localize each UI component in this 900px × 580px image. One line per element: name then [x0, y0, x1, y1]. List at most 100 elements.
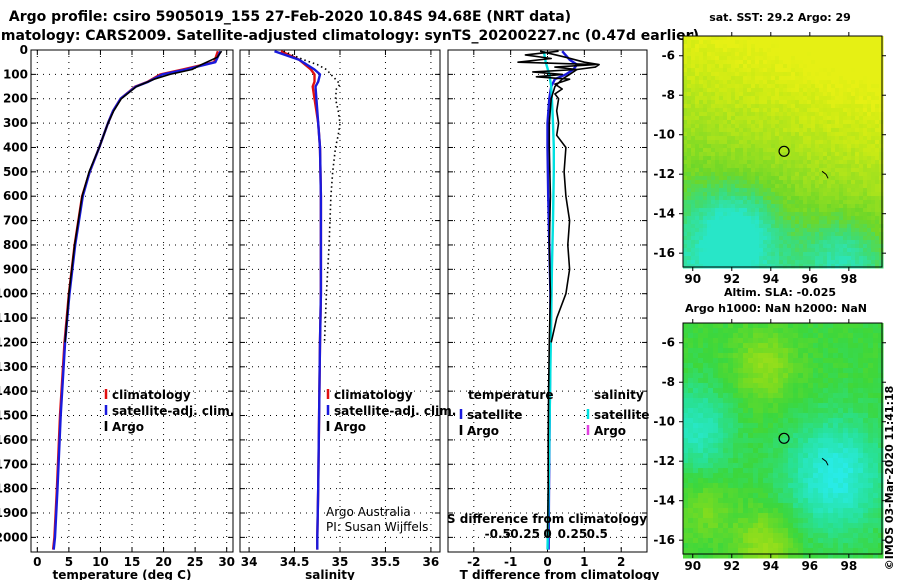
map-cell [695, 204, 700, 209]
map-cell [727, 228, 732, 233]
map-cell [847, 240, 852, 245]
map-cell [851, 220, 856, 225]
map-cell [727, 204, 732, 209]
map-cell [873, 398, 879, 404]
map-cell [811, 108, 816, 113]
map-cell [768, 358, 774, 364]
map-cell [811, 236, 816, 241]
map-cell [873, 463, 879, 469]
map-cell [833, 368, 839, 374]
map-cell [793, 523, 799, 529]
map-cell [819, 144, 824, 149]
map-cell [839, 120, 844, 125]
map-y-tick-label: -6 [662, 49, 675, 63]
map-cell [855, 196, 860, 201]
map-cell [823, 100, 828, 105]
map-cell [839, 196, 844, 201]
map-cell [788, 393, 794, 399]
map-cell [795, 224, 800, 229]
map-cell [723, 216, 728, 221]
map-cell [687, 164, 692, 169]
map-cell [813, 438, 819, 444]
map-cell [758, 528, 764, 534]
map-cell [691, 232, 696, 237]
map-cell [767, 164, 772, 169]
map-cell [803, 56, 808, 61]
map-cell [859, 200, 864, 205]
map-cell [733, 473, 739, 479]
map-cell [871, 140, 876, 145]
map-cell [811, 168, 816, 173]
map-cell [699, 108, 704, 113]
map-cell [839, 252, 844, 257]
map-cell [795, 160, 800, 165]
map-cell [707, 224, 712, 229]
map-cell [808, 333, 814, 339]
map-cell [843, 252, 848, 257]
x-axis-label: temperature (deg C) [53, 568, 192, 580]
map-cell [711, 40, 716, 45]
map-cell [783, 44, 788, 49]
map-cell [838, 418, 844, 424]
map-cell [871, 128, 876, 133]
map-cell [723, 144, 728, 149]
map-cell [728, 413, 734, 419]
map-cell [763, 358, 769, 364]
map-cell [823, 358, 829, 364]
map-cell [827, 256, 832, 261]
map-cell [728, 358, 734, 364]
map-cell [759, 68, 764, 73]
map-cell [719, 200, 724, 205]
map-cell [755, 196, 760, 201]
map-cell [688, 433, 694, 439]
map-cell [775, 144, 780, 149]
map-cell [751, 80, 756, 85]
map-cell [819, 112, 824, 117]
map-cell [839, 144, 844, 149]
map-cell [718, 443, 724, 449]
map-cell [827, 208, 832, 213]
map-cell [807, 72, 812, 77]
map-cell [788, 373, 794, 379]
map-cell [683, 393, 689, 399]
map-cell [715, 60, 720, 65]
map-cell [691, 160, 696, 165]
map-cell [758, 358, 764, 364]
map-cell [715, 120, 720, 125]
map-cell [823, 136, 828, 141]
map-cell [875, 248, 880, 253]
map-cell [759, 264, 764, 269]
map-cell [743, 358, 749, 364]
map-cell [875, 44, 880, 49]
map-cell [743, 192, 748, 197]
map-cell [843, 128, 848, 133]
map-cell [698, 333, 704, 339]
map-cell [735, 168, 740, 173]
map-cell [691, 216, 696, 221]
map-cell [715, 196, 720, 201]
map-cell [683, 533, 689, 539]
map-cell [738, 413, 744, 419]
map-cell [693, 518, 699, 524]
map-cell [787, 132, 792, 137]
map-cell [758, 518, 764, 524]
map-cell [753, 438, 759, 444]
map-cell [731, 264, 736, 269]
map-cell [771, 128, 776, 133]
map-cell [811, 152, 816, 157]
map-cell [728, 418, 734, 424]
map-cell [873, 508, 879, 514]
map-cell [683, 124, 688, 129]
map-cell [688, 378, 694, 384]
map-cell [771, 124, 776, 129]
map-cell [823, 164, 828, 169]
map-cell [811, 244, 816, 249]
map-cell [867, 228, 872, 233]
map-cell [747, 196, 752, 201]
map-cell [735, 200, 740, 205]
map-cell [731, 168, 736, 173]
map-cell [719, 172, 724, 177]
map-cell [835, 252, 840, 257]
map-cell [698, 498, 704, 504]
map-cell [703, 458, 709, 464]
